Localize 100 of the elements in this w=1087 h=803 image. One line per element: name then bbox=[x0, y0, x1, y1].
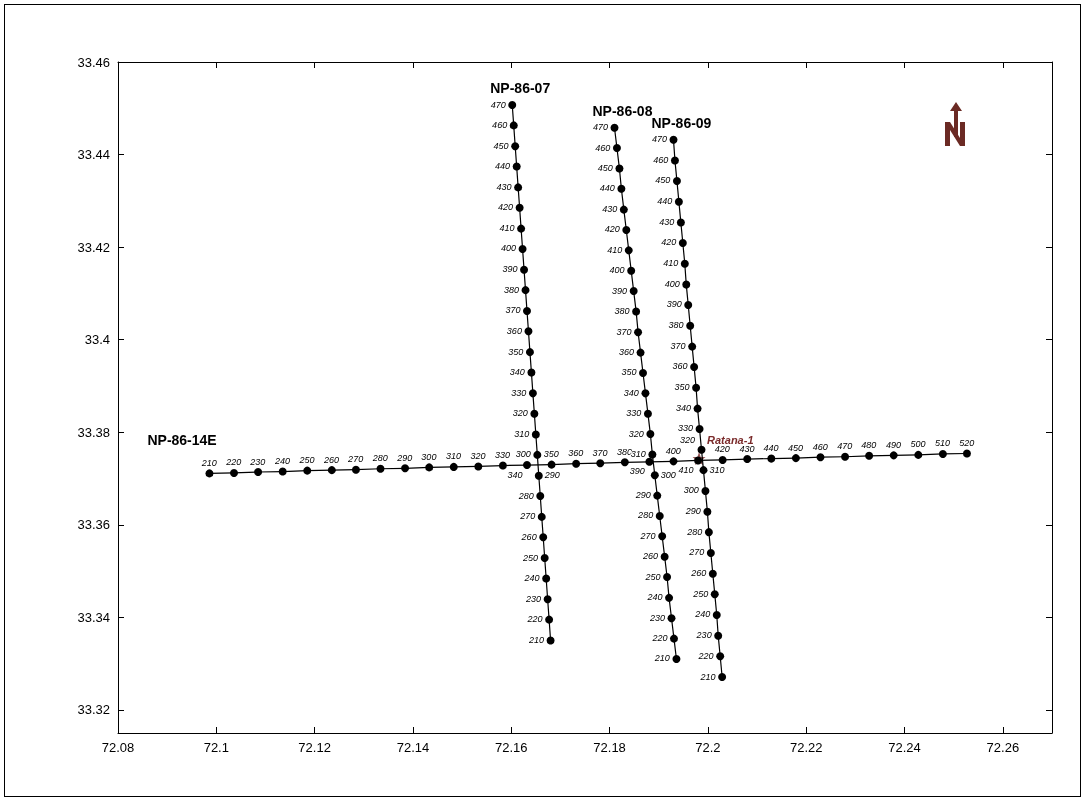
point bbox=[718, 673, 727, 681]
annotation: 320 bbox=[470, 450, 486, 461]
point bbox=[514, 183, 523, 192]
point bbox=[674, 197, 683, 206]
point bbox=[511, 142, 520, 151]
annotation: 210 bbox=[200, 457, 217, 468]
annotation: 340 bbox=[675, 403, 691, 414]
annotation: 320 bbox=[512, 408, 528, 419]
annotation: 220 bbox=[225, 457, 242, 468]
point bbox=[660, 552, 669, 561]
point bbox=[534, 471, 543, 480]
annotation: 230 bbox=[648, 612, 665, 623]
point bbox=[509, 121, 518, 130]
point bbox=[688, 342, 697, 351]
point bbox=[669, 135, 678, 144]
annotation: 310 bbox=[445, 451, 461, 462]
point bbox=[523, 306, 531, 315]
point bbox=[351, 465, 360, 474]
annotation: 400 bbox=[665, 445, 681, 456]
point bbox=[596, 459, 605, 468]
point bbox=[962, 449, 971, 458]
point bbox=[525, 348, 534, 357]
point bbox=[710, 590, 719, 599]
point bbox=[632, 307, 641, 316]
point bbox=[693, 404, 702, 413]
annotation: 290 bbox=[396, 452, 413, 463]
point bbox=[669, 634, 678, 643]
annotation: 460 bbox=[492, 119, 508, 130]
annotation: 390 bbox=[502, 264, 518, 275]
point bbox=[524, 327, 533, 336]
legend-label: NP-86-07 bbox=[490, 80, 551, 97]
annotation: 300 bbox=[421, 451, 437, 462]
point bbox=[743, 455, 752, 464]
point bbox=[716, 652, 725, 661]
annotation: 420 bbox=[498, 202, 514, 213]
annotation: 460 bbox=[595, 142, 611, 153]
annotation: 400 bbox=[500, 243, 516, 254]
point bbox=[545, 615, 554, 624]
annotation: 410 bbox=[607, 244, 623, 255]
point bbox=[889, 451, 898, 460]
annotation: 280 bbox=[517, 490, 534, 501]
annotation: 240 bbox=[694, 609, 711, 620]
annotation: 400 bbox=[609, 265, 625, 276]
annotation: 370 bbox=[505, 305, 521, 316]
annotation: 230 bbox=[695, 630, 712, 641]
point bbox=[639, 368, 648, 377]
point bbox=[528, 389, 537, 398]
annotation: 490 bbox=[885, 439, 901, 450]
annotation: 520 bbox=[959, 437, 975, 448]
point bbox=[697, 445, 706, 454]
annotation: 310 bbox=[514, 429, 530, 440]
annotation: 390 bbox=[629, 466, 645, 477]
annotation: 260 bbox=[642, 551, 659, 562]
annotation: 340 bbox=[507, 469, 523, 480]
annotation: 270 bbox=[347, 454, 364, 465]
point bbox=[327, 466, 336, 475]
point bbox=[508, 101, 517, 110]
annotation: 230 bbox=[249, 456, 266, 467]
point bbox=[546, 636, 555, 645]
annotation: 350 bbox=[508, 346, 524, 357]
annotation: 360 bbox=[618, 347, 634, 358]
point bbox=[610, 123, 619, 132]
annotation: 470 bbox=[837, 441, 853, 452]
point bbox=[205, 469, 214, 478]
annotation: 440 bbox=[599, 183, 615, 194]
annotation: 260 bbox=[690, 568, 707, 579]
x-tick-label: 72.22 bbox=[789, 740, 823, 755]
annotation: 440 bbox=[657, 196, 673, 207]
point bbox=[699, 466, 708, 475]
annotation: 450 bbox=[493, 140, 509, 151]
annotation: 330 bbox=[677, 423, 693, 434]
annotation: 260 bbox=[520, 531, 537, 542]
annotation: 370 bbox=[670, 341, 686, 352]
point bbox=[624, 246, 633, 255]
point bbox=[653, 491, 662, 500]
point bbox=[641, 389, 650, 398]
annotation: 390 bbox=[666, 299, 682, 310]
annotation: 460 bbox=[812, 441, 828, 452]
point bbox=[634, 328, 643, 337]
annotation: 350 bbox=[674, 382, 690, 393]
annotation: 390 bbox=[612, 285, 628, 296]
annotation: 290 bbox=[543, 470, 560, 481]
point bbox=[667, 614, 676, 623]
point bbox=[672, 654, 681, 663]
point bbox=[515, 203, 524, 212]
annotation: 320 bbox=[628, 428, 644, 439]
annotation: 360 bbox=[568, 448, 584, 459]
point bbox=[617, 184, 626, 193]
point bbox=[712, 611, 721, 619]
x-tick-label: 72.14 bbox=[396, 740, 430, 755]
point bbox=[665, 593, 674, 602]
annotation: 340 bbox=[623, 387, 639, 398]
annotation: 430 bbox=[602, 204, 618, 215]
annotation: 250 bbox=[692, 588, 709, 599]
point bbox=[533, 450, 542, 459]
annotation: 350 bbox=[543, 449, 559, 460]
point bbox=[701, 486, 710, 495]
point bbox=[627, 266, 636, 275]
point bbox=[643, 409, 652, 418]
point bbox=[791, 454, 800, 463]
